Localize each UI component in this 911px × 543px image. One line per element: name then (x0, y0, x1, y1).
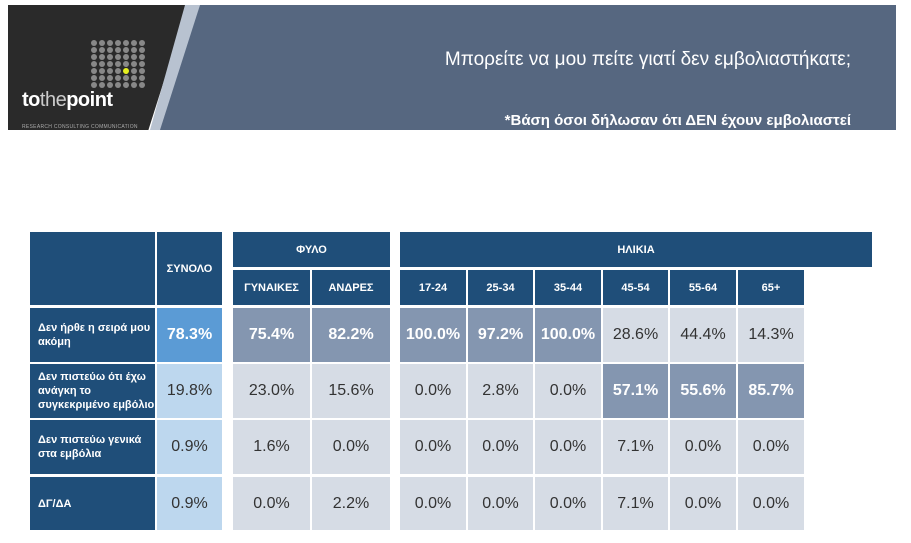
column-header: 25-34 (468, 270, 533, 305)
brand-logo: tothepoint (22, 89, 113, 111)
value-cell: 0.0% (738, 420, 804, 474)
page-subtitle: *Βάση όσοι δήλωσαν ότι ΔΕΝ έχουν εμβολια… (504, 112, 851, 129)
value-cell: 0.0% (468, 420, 533, 474)
value-cell: 2.8% (468, 364, 533, 418)
value-cell: 14.3% (738, 308, 804, 362)
value-cell: 97.2% (468, 308, 533, 362)
value-cell: 0.0% (670, 420, 736, 474)
value-cell: 75.4% (233, 308, 310, 362)
header-age: ΗΛΙΚΙΑ (400, 232, 872, 267)
value-cell: 0.0% (400, 420, 466, 474)
row-label: Δεν πιστεύω ότι έχω ανάγκη το συγκεκριμέ… (30, 364, 155, 418)
page-title: Μπορείτε να μου πείτε γιατί δεν εμβολιασ… (444, 49, 851, 70)
value-cell: 0.0% (738, 477, 804, 530)
value-cell: 15.6% (312, 364, 390, 418)
column-header: 55-64 (670, 270, 736, 305)
value-cell: 0.0% (233, 477, 310, 530)
value-cell: 0.0% (535, 364, 601, 418)
value-cell: 100.0% (535, 308, 601, 362)
value-cell: 0.0% (400, 477, 466, 530)
value-cell: 0.0% (535, 477, 601, 530)
value-cell: 1.6% (233, 420, 310, 474)
value-cell: 0.0% (312, 420, 390, 474)
value-cell: 0.0% (468, 477, 533, 530)
value-cell: 85.7% (738, 364, 804, 418)
value-cell: 44.4% (670, 308, 736, 362)
logo-panel: tothepoint RESEARCH CONSULTING COMMUNICA… (8, 5, 188, 130)
brand-tagline: RESEARCH CONSULTING COMMUNICATION (22, 124, 138, 130)
value-cell: 57.1% (603, 364, 668, 418)
value-cell: 0.0% (535, 420, 601, 474)
value-cell: 0.0% (670, 477, 736, 530)
value-cell: 7.1% (603, 420, 668, 474)
value-cell: 2.2% (312, 477, 390, 530)
row-label: Δεν πιστεύω γενικά στα εμβόλια (30, 420, 155, 474)
row-label: ΔΓ/ΔΑ (30, 477, 155, 530)
value-cell: 82.2% (312, 308, 390, 362)
value-cell: 23.0% (233, 364, 310, 418)
logo-dots-icon (91, 40, 146, 88)
column-header: 45-54 (603, 270, 668, 305)
value-cell: 7.1% (603, 477, 668, 530)
title-banner (160, 5, 896, 130)
column-header: 35-44 (535, 270, 601, 305)
value-cell: 28.6% (603, 308, 668, 362)
column-header: 17-24 (400, 270, 466, 305)
header-total: ΣΥΝΟΛΟ (157, 232, 222, 305)
value-cell: 0.9% (157, 477, 222, 530)
value-cell: 0.9% (157, 420, 222, 474)
value-cell: 55.6% (670, 364, 736, 418)
value-cell: 19.8% (157, 364, 222, 418)
column-header: ΑΝΔΡΕΣ (312, 270, 390, 305)
value-cell: 78.3% (157, 308, 222, 362)
column-header: 65+ (738, 270, 804, 305)
value-cell: 100.0% (400, 308, 466, 362)
row-label: Δεν ήρθε η σειρά μου ακόμη (30, 308, 155, 362)
value-cell: 0.0% (400, 364, 466, 418)
corner-cell (30, 232, 155, 305)
header-gender: ΦΥΛΟ (233, 232, 390, 267)
column-header: ΓΥΝΑΙΚΕΣ (233, 270, 310, 305)
